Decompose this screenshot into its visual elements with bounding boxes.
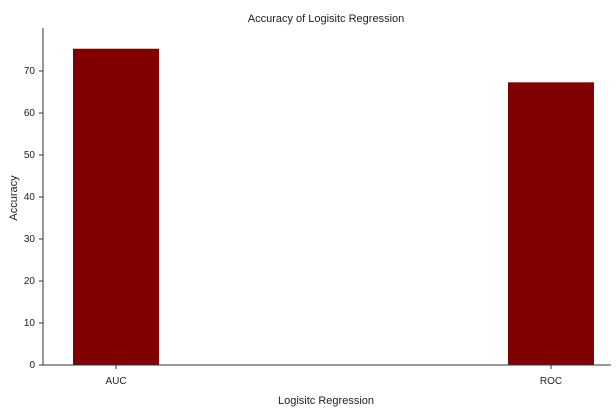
y-tick-label-10: 10 bbox=[24, 318, 36, 329]
x-tick-label-auc: AUC bbox=[105, 376, 126, 387]
bars-layer bbox=[73, 48, 594, 366]
y-tick-label-30: 30 bbox=[24, 234, 36, 245]
y-tick-label-0: 0 bbox=[29, 360, 35, 371]
x-tick-label-roc: ROC bbox=[540, 376, 562, 387]
y-tick-label-70: 70 bbox=[24, 66, 36, 77]
x-axis-label: Logisitc Regression bbox=[278, 395, 374, 407]
bar-auc bbox=[73, 48, 159, 366]
bar-roc bbox=[508, 82, 594, 365]
y-tick-label-50: 50 bbox=[24, 150, 36, 161]
x-axis-ticks: AUC ROC bbox=[105, 365, 562, 387]
y-tick-label-40: 40 bbox=[24, 192, 36, 203]
y-axis-label: Accuracy bbox=[8, 175, 20, 221]
y-tick-label-60: 60 bbox=[24, 108, 36, 119]
chart-title: Accuracy of Logisitc Regression bbox=[248, 13, 405, 25]
y-axis-ticks: 0 10 20 30 40 50 60 70 bbox=[24, 66, 43, 371]
y-tick-label-20: 20 bbox=[24, 276, 36, 287]
